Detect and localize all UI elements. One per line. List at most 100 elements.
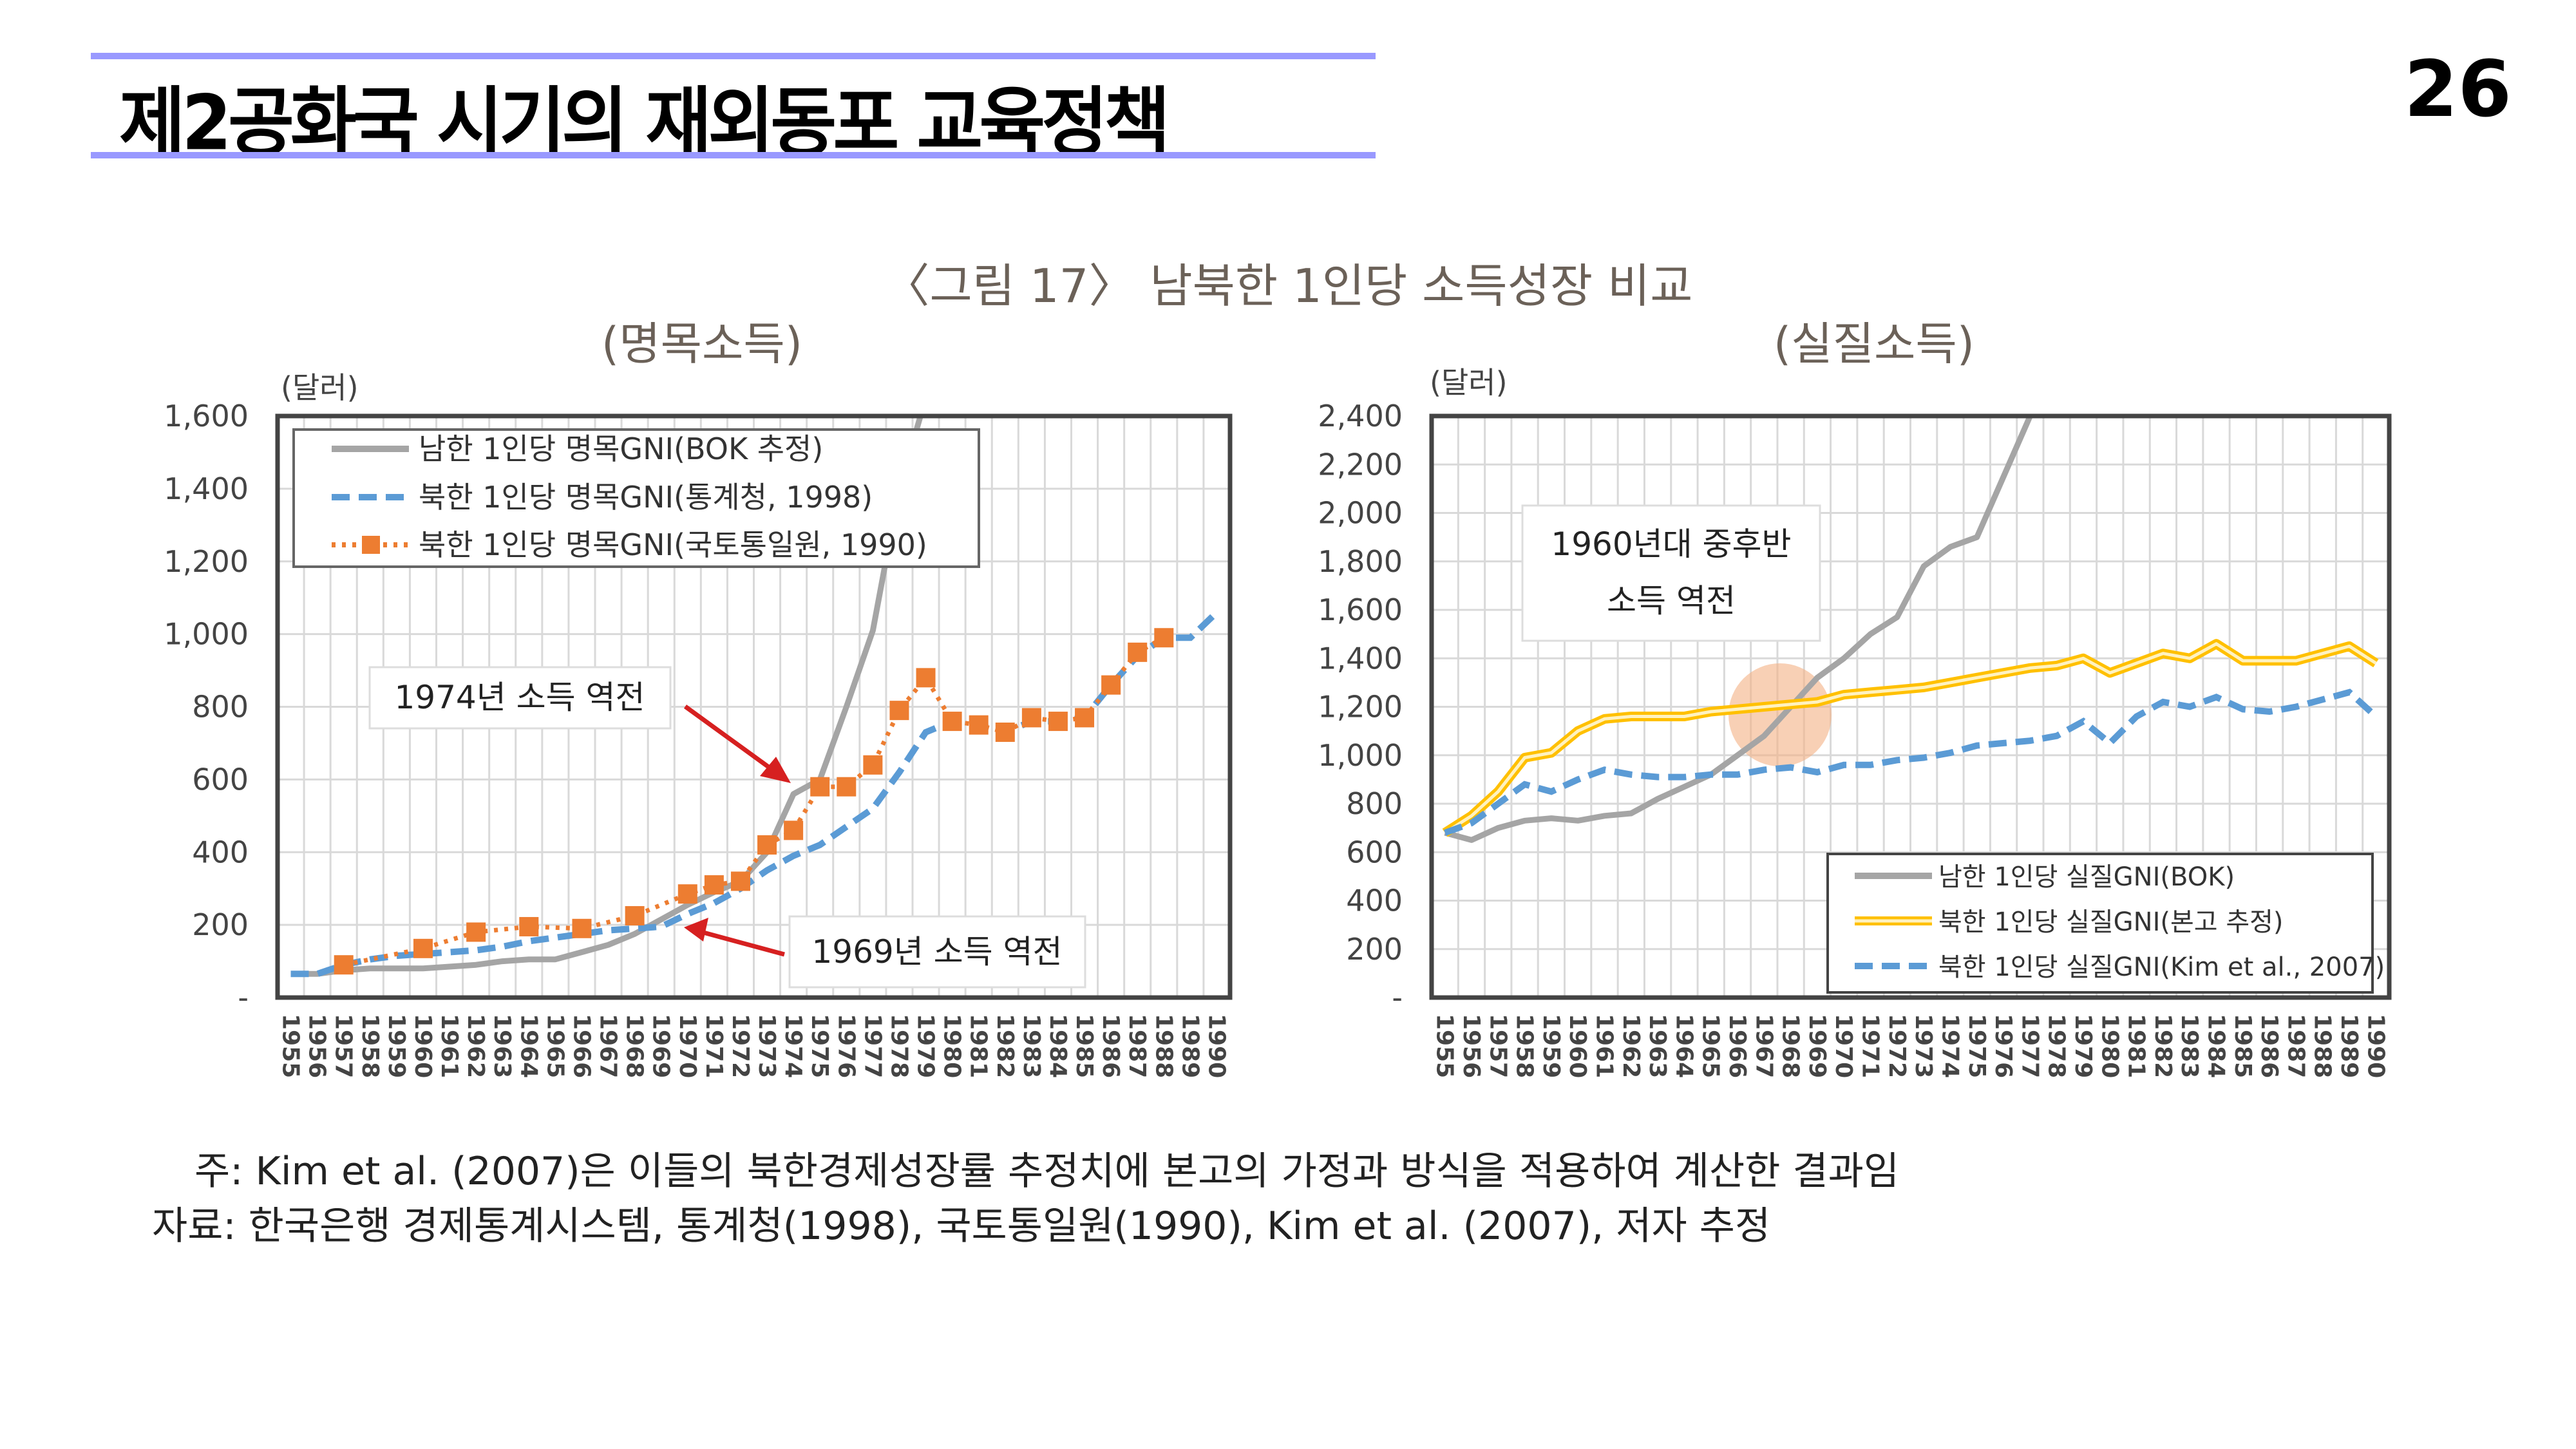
x-tick-label: 1958	[357, 1014, 383, 1078]
y-tick-label: 2,200	[1318, 447, 1403, 482]
x-tick-label: 1980	[2096, 1014, 2123, 1078]
legend: 남한 1인당 명목GNI(BOK 추정) 북한 1인당 명목GNI(통계청, 1…	[292, 428, 980, 568]
y-tick-label: 1,800	[1318, 544, 1403, 579]
y-tick-label: 1,600	[164, 399, 249, 433]
legend-label-south: 남한 1인당 실질GNI(BOK)	[1938, 862, 2235, 892]
data-point-marker	[466, 922, 486, 942]
x-tick-label: 1971	[701, 1014, 727, 1078]
x-tick-label: 1962	[462, 1014, 489, 1078]
x-tick-label: 1957	[1484, 1014, 1511, 1078]
x-tick-label: 1984	[1045, 1014, 1071, 1078]
y-tick-label: 1,600	[1318, 592, 1403, 627]
x-tick-label: 1985	[2230, 1014, 2256, 1078]
data-point-marker	[413, 938, 433, 958]
series-line-0	[290, 416, 923, 977]
data-point-marker	[810, 777, 830, 797]
x-tick-label: 1988	[2309, 1014, 2336, 1078]
y-tick-label: 200	[1346, 932, 1403, 967]
legend-label-north-kim: 북한 1인당 실질GNI(Kim et al., 2007)	[1938, 952, 2385, 982]
x-tick-label: 1959	[383, 1014, 410, 1078]
x-tick-label: 1972	[727, 1014, 753, 1078]
data-point-marker	[995, 723, 1015, 743]
series-line-2	[1443, 688, 2378, 836]
y-tick-label: 1,000	[164, 617, 249, 652]
x-tick-label: 1977	[859, 1014, 886, 1078]
y-tick-label: 600	[1346, 835, 1403, 869]
arrowhead-1969	[684, 918, 708, 942]
data-point-marker	[677, 884, 697, 904]
x-tick-label: 1984	[2203, 1014, 2230, 1078]
legend-marker-north-unif	[362, 536, 380, 554]
title-bottom-rule	[91, 152, 1376, 158]
data-point-marker	[784, 820, 804, 840]
annotation-box	[788, 915, 1086, 989]
legend-box	[292, 428, 980, 568]
x-tick-label: 1983	[2176, 1014, 2202, 1078]
annotation-1960s: 1960년대 중후반 소득 역전	[1521, 504, 1821, 642]
annotation-line1: 1960년대 중후반	[1551, 526, 1791, 563]
y-tick-label: 800	[192, 690, 249, 724]
data-point-marker	[625, 906, 645, 926]
annotation-1969: 1969년 소득 역전	[684, 915, 1086, 989]
x-tick-label: 1969	[1804, 1014, 1830, 1078]
data-point-marker	[519, 916, 539, 936]
data-point-marker	[1075, 708, 1095, 728]
plot-frame	[275, 413, 1233, 1000]
annotation-text: 1969년 소득 역전	[811, 933, 1062, 971]
x-tick-label: 1979	[913, 1014, 939, 1078]
series-line-0	[1444, 416, 2034, 843]
x-tick-label: 1972	[1884, 1014, 1910, 1078]
x-tick-label: 1981	[2123, 1014, 2150, 1078]
x-tick-label: 1988	[1150, 1014, 1177, 1078]
y-tick-label: -	[238, 980, 249, 1015]
x-tick-label: 1963	[489, 1014, 515, 1078]
x-tick-label: 1990	[1203, 1014, 1229, 1078]
x-tick-label: 1970	[674, 1014, 701, 1078]
x-tick-label: 1987	[2282, 1014, 2309, 1078]
arrow-1974	[683, 705, 781, 777]
series-line-inner-1	[1444, 642, 2377, 835]
x-tick-label: 1961	[436, 1014, 462, 1078]
x-tick-label: 1967	[1750, 1014, 1777, 1078]
x-tick-label: 1965	[542, 1014, 568, 1078]
annotation-1974: 1974년 소득 역전	[368, 666, 791, 783]
x-tick-label: 1990	[2362, 1014, 2389, 1078]
y-axis-unit: (달러)	[1430, 365, 1508, 400]
y-tick-label: 1,200	[164, 544, 249, 579]
y-tick-label: 400	[1346, 884, 1403, 918]
x-tick-label: 1981	[965, 1014, 992, 1078]
data-point-marker	[704, 875, 724, 895]
data-point-marker	[942, 712, 962, 732]
x-tick-label: 1982	[992, 1014, 1018, 1078]
x-tick-label: 1961	[1591, 1014, 1617, 1078]
arrowhead-1974	[760, 757, 791, 783]
data-point-marker	[730, 871, 750, 891]
x-tick-label: 1986	[2256, 1014, 2282, 1078]
page-number: 26	[2404, 45, 2512, 135]
x-tick-label: 1979	[2070, 1014, 2096, 1078]
x-tick-label: 1962	[1618, 1014, 1644, 1078]
data-point-marker	[1128, 642, 1148, 662]
x-tick-label: 1955	[278, 1014, 304, 1078]
figure-source: 자료: 한국은행 경제통계시스템, 통계청(1998), 국토통일원(1990)…	[152, 1204, 1771, 1249]
data-point-marker	[1101, 675, 1121, 695]
x-tick-label: 1968	[621, 1014, 648, 1078]
annotation-line2: 소득 역전	[1607, 582, 1736, 620]
x-tick-label: 1976	[1990, 1014, 2016, 1078]
figure-caption: 〈그림 17〉 남북한 1인당 소득성장 비교	[883, 259, 1693, 313]
plot-frame	[1429, 413, 2392, 1000]
y-tick-label: 1,400	[164, 471, 249, 506]
x-tick-label: 1966	[1724, 1014, 1750, 1078]
x-tick-label: 1966	[568, 1014, 594, 1078]
x-tick-label: 1967	[595, 1014, 621, 1078]
x-tick-label: 1980	[939, 1014, 965, 1078]
title-top-rule	[91, 53, 1376, 59]
x-tick-label: 1959	[1538, 1014, 1564, 1078]
legend-label-north-est: 북한 1인당 실질GNI(본고 추정)	[1938, 907, 2284, 937]
x-tick-label: 1987	[1124, 1014, 1150, 1078]
arrow-1969	[698, 929, 785, 957]
x-tick-label: 1978	[886, 1014, 912, 1078]
data-point-marker	[1154, 628, 1174, 648]
x-tick-label: 1982	[2150, 1014, 2176, 1078]
